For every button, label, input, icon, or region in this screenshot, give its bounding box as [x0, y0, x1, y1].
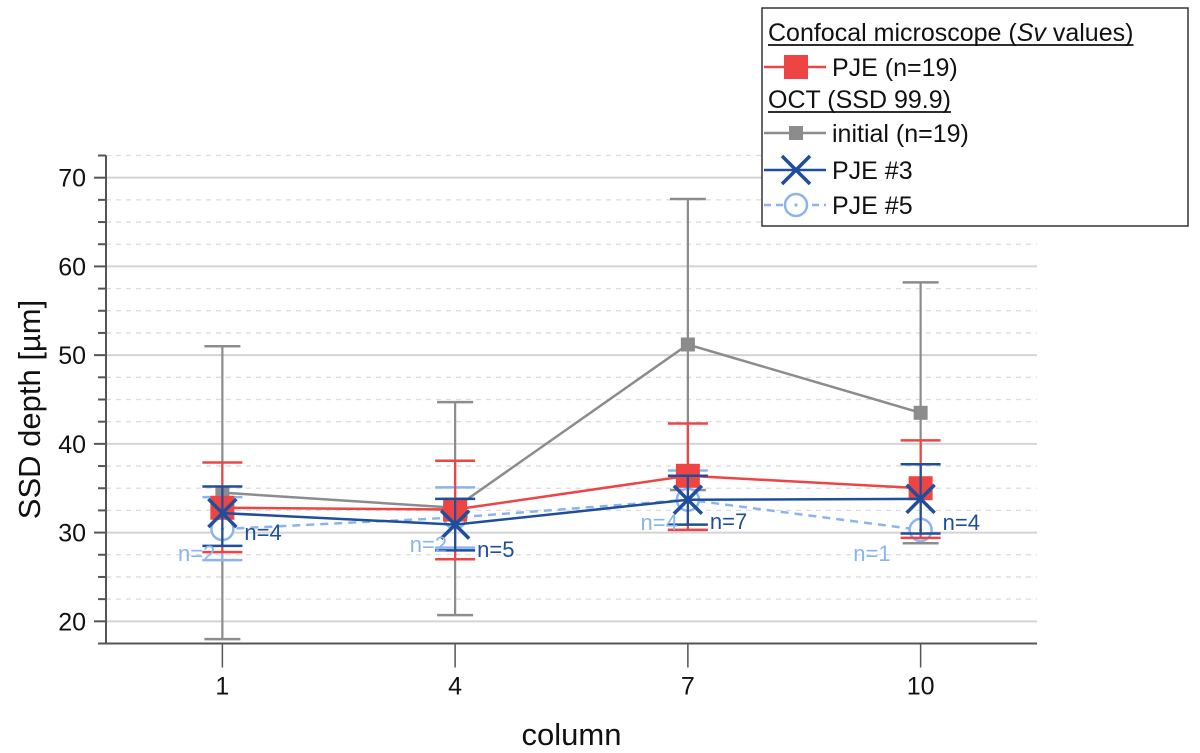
legend-header: OCT (SSD 99.9): [768, 86, 951, 114]
legend: Confocal microscope (Sv values) PJE (n=19…: [761, 7, 1189, 227]
legend-header-text: values): [1046, 19, 1134, 47]
y-tick-label: 30: [58, 520, 86, 548]
x-axis-label: column: [522, 717, 622, 752]
x-tick-label: 1: [215, 673, 229, 701]
gridlines: [106, 154, 1037, 645]
data-point: [905, 483, 936, 515]
x-marker-stroke: [439, 509, 471, 540]
data-point: [680, 337, 695, 352]
square-marker: [789, 126, 803, 140]
square-marker: [784, 55, 808, 79]
legend-header-text: Confocal microscope (: [768, 19, 1017, 47]
y-tick-label: 70: [58, 165, 86, 193]
legend-item: PJE #5: [764, 192, 913, 220]
n-label-pje5: n=1: [853, 541, 890, 566]
series-line: [222, 497, 921, 526]
series-2: [202, 463, 941, 552]
legend-marker: [789, 126, 803, 140]
circle-marker-dot: [794, 203, 798, 207]
data-point: [672, 484, 704, 515]
n-labels: n=4 n=5 n=7 n=4 n=2 n=2 n=4 n=1: [178, 509, 980, 566]
n-label-pje5: n=4: [641, 510, 678, 535]
legend-marker: [780, 154, 812, 186]
legend-marker: [784, 55, 808, 79]
legend-header: Confocal microscope (Sv values): [768, 19, 1133, 47]
y-tick-label: 60: [58, 253, 86, 281]
series-line: [222, 343, 921, 510]
legend-header-italic: Sv: [1017, 19, 1048, 47]
x-marker-stroke: [207, 497, 238, 529]
square-marker: [913, 405, 928, 420]
x-marker-stroke: [672, 484, 704, 515]
series-line: [222, 474, 921, 511]
n-label-pje3: n=5: [477, 537, 514, 562]
x-tick-label: 10: [907, 673, 935, 701]
x-tick-label: 7: [681, 673, 695, 701]
y-tick-label: 20: [58, 608, 86, 636]
data-point: [439, 509, 471, 540]
series-line: [222, 498, 921, 532]
x-marker-stroke: [905, 483, 936, 515]
legend-item: PJE #3: [764, 154, 913, 186]
tick-labels: 20 30 40 50 60 70 1 4 7 10: [58, 165, 934, 701]
square-marker: [680, 337, 695, 352]
series-1: [204, 197, 939, 641]
n-label-pje5: n=2: [178, 541, 215, 566]
n-label-pje3: n=7: [710, 509, 747, 534]
y-axis-label: SSD depth [µm]: [12, 300, 47, 519]
legend-label: initial (n=19): [832, 120, 969, 148]
axes: [94, 154, 1037, 668]
legend-item: initial (n=19): [764, 120, 969, 148]
legend-label: PJE (n=19): [832, 54, 958, 82]
legend-item: PJE (n=19): [764, 54, 958, 82]
n-label-pje3: n=4: [943, 510, 980, 535]
y-tick-label: 40: [58, 431, 86, 459]
n-label-pje5: n=2: [410, 532, 447, 557]
data-point: [207, 497, 238, 529]
n-label-pje3: n=4: [244, 520, 281, 545]
x-tick-label: 4: [448, 673, 462, 701]
y-tick-label: 50: [58, 342, 86, 370]
legend-label: PJE #5: [832, 192, 913, 220]
legend-header-text: OCT (SSD 99.9): [768, 86, 951, 114]
x-marker-stroke: [780, 154, 812, 186]
data-point: [913, 405, 928, 420]
legend-label: PJE #3: [832, 157, 913, 185]
series-layer: [202, 197, 941, 641]
legend-marker: [783, 192, 809, 218]
